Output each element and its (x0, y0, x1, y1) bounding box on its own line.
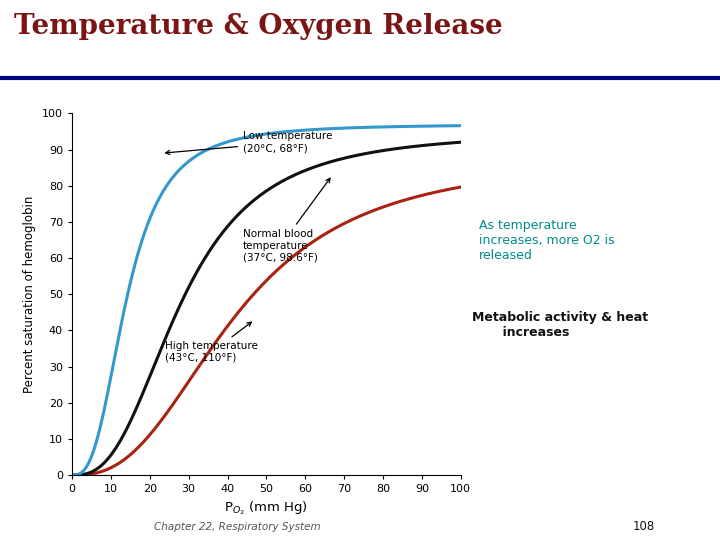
Text: Chapter 22, Respiratory System: Chapter 22, Respiratory System (154, 522, 321, 532)
X-axis label: P$_{O_2}$ (mm Hg): P$_{O_2}$ (mm Hg) (225, 500, 308, 517)
Text: Low temperature
(20°C, 68°F): Low temperature (20°C, 68°F) (166, 131, 333, 154)
Text: Metabolic activity & heat
       increases: Metabolic activity & heat increases (472, 310, 648, 339)
Y-axis label: Percent saturation of hemoglobin: Percent saturation of hemoglobin (24, 195, 37, 393)
Text: High temperature
(43°C, 110°F): High temperature (43°C, 110°F) (166, 322, 258, 363)
Text: Normal blood
temperature
(37°C, 98.6°F): Normal blood temperature (37°C, 98.6°F) (243, 178, 330, 262)
Text: 108: 108 (633, 520, 655, 534)
Text: Temperature & Oxygen Release: Temperature & Oxygen Release (14, 14, 503, 40)
Text: As temperature
increases, more O2 is
released: As temperature increases, more O2 is rel… (479, 219, 614, 262)
